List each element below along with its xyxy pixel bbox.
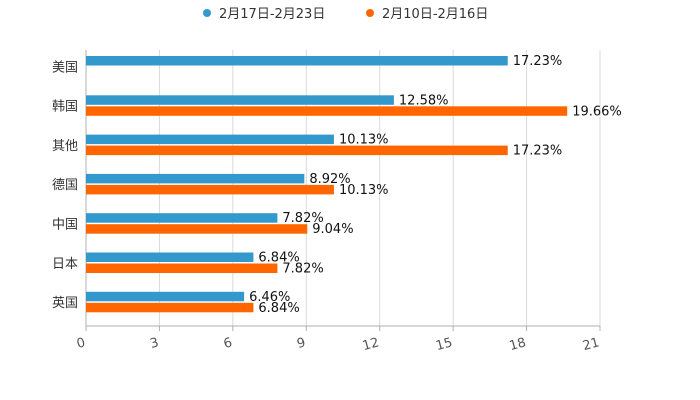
bar (86, 302, 254, 313)
x-tick-label: 12 (361, 335, 381, 354)
bar (86, 56, 508, 66)
x-tick-label: 15 (434, 335, 454, 354)
data-label: 10.13% (339, 183, 389, 198)
bar (86, 224, 308, 234)
x-tick-label: 18 (508, 335, 528, 354)
legend-marker (203, 9, 211, 17)
bar (86, 184, 334, 195)
category-label: 韩国 (52, 100, 78, 115)
data-label: 9.04% (312, 222, 353, 237)
bar (86, 252, 254, 262)
category-label: 日本 (52, 257, 78, 272)
data-label: 6.84% (258, 251, 299, 266)
data-label: 17.23% (513, 144, 563, 159)
category-label: 其他 (52, 139, 78, 154)
data-label: 7.82% (282, 211, 323, 226)
data-label: 12.58% (399, 93, 449, 108)
data-label: 17.23% (513, 54, 563, 69)
data-label: 19.66% (572, 104, 622, 119)
x-tick-label: 6 (222, 335, 234, 352)
category-label: 英国 (52, 296, 78, 311)
legend-label: 2月17日-2月23日 (219, 7, 325, 22)
data-label: 6.84% (258, 301, 299, 316)
data-label: 10.13% (339, 133, 389, 148)
data-label: 7.82% (282, 262, 323, 277)
category-label: 美国 (52, 60, 78, 75)
category-label: 德国 (52, 178, 78, 193)
bar (86, 106, 568, 116)
x-tick-label: 21 (581, 335, 601, 354)
data-label: 8.92% (309, 172, 350, 187)
bar (86, 213, 278, 223)
bar (86, 291, 245, 302)
bar (86, 263, 278, 273)
bar (86, 134, 334, 145)
category-label: 中国 (52, 217, 78, 232)
x-tick-label: 9 (295, 335, 307, 352)
x-tick-label: 3 (149, 335, 161, 352)
legend-marker (366, 9, 374, 17)
x-tick-label: 0 (75, 335, 87, 352)
legend-label: 2月10日-2月16日 (382, 7, 488, 22)
bar (86, 95, 394, 105)
bar (86, 173, 305, 184)
data-label: 6.46% (249, 290, 290, 305)
bar (86, 145, 508, 156)
